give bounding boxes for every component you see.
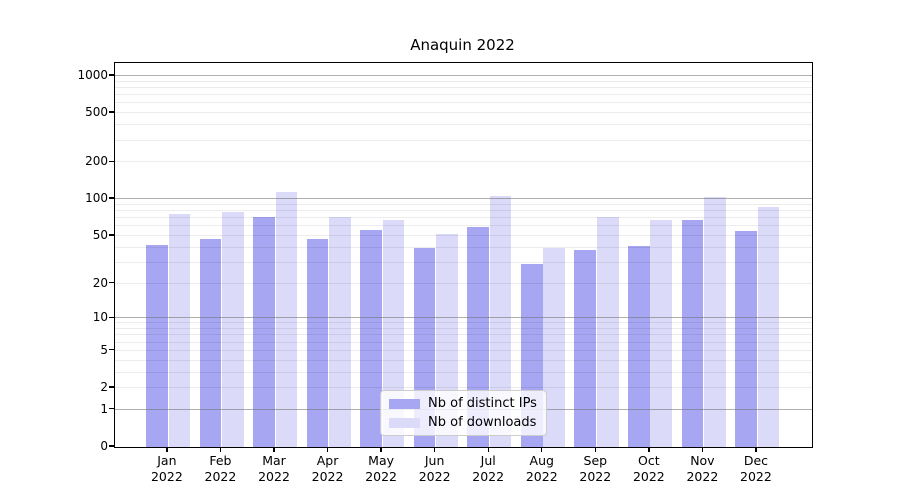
y-tick [109, 111, 114, 113]
y-tick [109, 74, 114, 76]
x-tick [594, 447, 596, 452]
x-tick-label: Dec 2022 [740, 453, 772, 484]
x-tick-label: Apr 2022 [311, 453, 344, 484]
bar-distinct-ips [627, 246, 650, 447]
x-tick [755, 447, 757, 452]
bar-distinct-ips [306, 239, 329, 447]
x-tick-label: Nov 2022 [686, 453, 719, 484]
legend: Nb of distinct IPs Nb of downloads [380, 390, 547, 436]
y-tick-label: 100 [85, 191, 108, 206]
legend-entry-distinct-ips: Nb of distinct IPs [389, 396, 537, 411]
bar-distinct-ips [253, 216, 275, 447]
y-tick [109, 281, 114, 284]
x-tick-label: Sep 2022 [579, 453, 612, 484]
y-tick [109, 445, 114, 447]
bar-distinct-ips [681, 219, 704, 447]
gridline-minor [115, 94, 812, 96]
legend-swatch-distinct-ips [389, 398, 420, 409]
gridline-minor [115, 124, 812, 126]
bar-distinct-ips [199, 239, 222, 447]
bar-downloads [329, 217, 351, 447]
bar-downloads [704, 196, 726, 447]
x-tick [219, 447, 222, 452]
x-tick-label: Jan 2022 [150, 453, 183, 484]
bar-downloads [168, 214, 191, 447]
y-tick-label: 1 [100, 401, 108, 416]
y-tick-label: 20 [92, 275, 108, 290]
chart-title: Anaquin 2022 [410, 36, 515, 54]
gridline-minor [115, 139, 812, 141]
y-tick [109, 234, 114, 236]
y-tick [109, 316, 114, 318]
bar-downloads [489, 196, 512, 447]
y-tick-label: 2 [100, 380, 108, 394]
x-tick-label: Aug 2022 [525, 453, 558, 484]
gridline-minor [115, 112, 812, 114]
bar-downloads [650, 219, 673, 447]
x-tick [541, 447, 543, 452]
gridline-major [115, 75, 812, 76]
y-tick [109, 197, 114, 199]
y-tick-label: 200 [85, 154, 108, 169]
bar-distinct-ips [360, 229, 382, 447]
y-tick-label: 5 [100, 342, 108, 357]
y-tick-label: 10 [92, 310, 108, 325]
x-tick-label: Oct 2022 [632, 453, 665, 484]
x-tick-label: Feb 2022 [204, 453, 237, 484]
legend-label-downloads: Nb of downloads [428, 415, 537, 430]
y-tick [109, 349, 114, 351]
x-tick [701, 447, 704, 452]
y-tick-label: 50 [92, 227, 108, 242]
x-tick [487, 447, 489, 452]
bar-distinct-ips [146, 245, 168, 447]
y-tick [109, 386, 114, 388]
x-tick [166, 447, 168, 452]
x-tick [433, 447, 436, 452]
y-tick-label: 500 [85, 105, 108, 120]
bar-downloads [757, 206, 780, 447]
bar-downloads [222, 212, 244, 447]
x-tick-label: Jun 2022 [418, 453, 451, 484]
bar-downloads [275, 191, 298, 447]
bar-distinct-ips [574, 250, 597, 447]
gridline-minor [115, 86, 812, 88]
y-tick [109, 160, 114, 162]
bar-downloads [596, 217, 619, 447]
x-tick [648, 447, 650, 452]
legend-swatch-downloads [389, 417, 420, 428]
x-tick [326, 447, 329, 452]
y-tick-label: 0 [100, 439, 108, 453]
y-tick [109, 408, 114, 410]
x-tick-label: May 2022 [365, 453, 397, 484]
bar-distinct-ips [735, 230, 757, 447]
gridline-minor [115, 80, 812, 82]
legend-label-distinct-ips: Nb of distinct IPs [428, 396, 537, 411]
legend-entry-downloads: Nb of downloads [389, 415, 537, 430]
x-tick-label: Jul 2022 [472, 453, 505, 484]
gridline-minor [115, 102, 812, 104]
x-tick [273, 447, 275, 452]
x-tick-label: Mar 2022 [258, 453, 290, 484]
gridline-minor [115, 161, 812, 163]
bar-downloads [543, 247, 566, 447]
x-tick [380, 447, 382, 452]
y-tick-label: 1000 [77, 67, 108, 82]
